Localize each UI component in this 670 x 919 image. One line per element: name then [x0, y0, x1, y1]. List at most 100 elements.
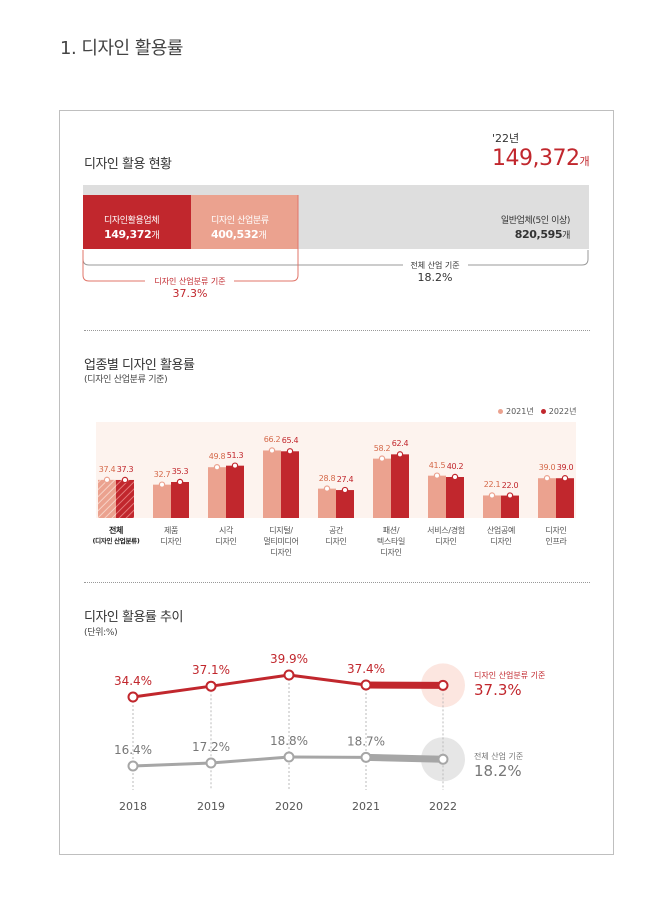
trend-end-gray: 전체 산업 기준 18.2%: [474, 751, 523, 780]
series-point: [127, 691, 139, 703]
bar-2022: [116, 479, 134, 518]
category-label-line: 서비스/경험: [427, 526, 465, 535]
bar-2022: [501, 495, 519, 518]
segment-label: 일반업체(5인 이상): [500, 216, 571, 226]
bar-marker: [451, 473, 459, 481]
bar-marker: [378, 455, 386, 462]
point-label: 39.9%: [270, 652, 308, 666]
point-label: 18.8%: [270, 734, 308, 748]
status-total-value: 149,372: [492, 146, 580, 171]
category-label-line: (디자인 산업분류): [92, 537, 140, 545]
category-label-line: 디자인: [215, 537, 237, 546]
x-tick-label: 2020: [275, 800, 303, 813]
bar-marker: [103, 476, 111, 484]
series-segment: [209, 673, 291, 688]
bracket-red-right: [234, 195, 299, 282]
bar-value-label: 39.0: [538, 463, 556, 473]
segment-design-industry-label: 디자인 산업분류 400,532개: [211, 214, 269, 243]
legend-2021-dot-icon: [498, 409, 503, 414]
category-label-line: 인프라: [545, 537, 567, 546]
series-point: [205, 757, 217, 769]
industry-subtitle: (디자인 산업분류 기준): [84, 375, 168, 385]
x-tick-label: 2019: [197, 800, 225, 813]
segment-label: 디자인활용업체: [104, 216, 160, 226]
point-label: 37.1%: [192, 663, 230, 677]
series-point: [205, 680, 217, 692]
category-label-line: 전체: [108, 526, 124, 535]
bracket-red-value: 37.3%: [172, 287, 208, 300]
bar-marker: [268, 447, 276, 454]
category-label-line: 텍스타일: [376, 537, 406, 546]
point-label: 34.4%: [114, 674, 152, 688]
x-tick-label: 2018: [119, 800, 147, 813]
bar-2021: [153, 484, 171, 518]
bar-marker: [121, 476, 129, 484]
series-point: [360, 751, 372, 763]
bar-value-label: 58.2: [373, 443, 391, 453]
segment-unit: 개: [562, 231, 570, 241]
segment-unit: 개: [258, 231, 267, 241]
bar-2022: [171, 481, 189, 518]
category-label-line: 디자인: [490, 537, 512, 546]
series-point: [283, 669, 295, 681]
bar-2022: [281, 451, 299, 518]
category-label-line: 디자인: [270, 548, 292, 557]
bar-marker: [543, 475, 551, 482]
category-label-line: 디자인: [435, 537, 457, 546]
category-label-line: 디자인: [380, 548, 402, 557]
bar-2021: [428, 475, 446, 518]
series-segment: [362, 753, 447, 763]
segment-design-users-label: 디자인활용업체 149,372개: [104, 214, 160, 243]
x-tick-label: 2022: [429, 800, 457, 813]
bar-2021: [98, 479, 116, 518]
x-tick-label: 2021: [352, 800, 380, 813]
bracket-gray-caption: 전체 산업 기준 18.2%: [385, 260, 485, 284]
bar-2021: [208, 467, 226, 518]
trend-end-red: 디자인 산업분류 기준 37.3%: [474, 670, 545, 699]
segment-label: 디자인 산업분류: [211, 216, 269, 226]
status-title: 디자인 활용 현황: [84, 157, 172, 172]
bracket-gray-right: [468, 250, 589, 266]
bracket-red-left: [82, 250, 145, 282]
divider: [84, 582, 590, 583]
trend-end-gray-value: 18.2%: [474, 762, 522, 780]
industry-title: 업종별 디자인 활용률: [84, 358, 195, 373]
series-point: [283, 751, 295, 763]
bar-marker: [561, 475, 569, 482]
series-segment: [209, 755, 291, 765]
status-total-unit: 개: [579, 155, 590, 168]
bar-marker: [176, 478, 184, 486]
category-label: 시각 디자인: [195, 525, 257, 547]
bracket-gray-label: 전체 산업 기준: [410, 261, 460, 270]
category-label-line: 디지털/: [269, 526, 293, 535]
category-label-line: 패션/: [382, 526, 400, 535]
point-label: 17.2%: [192, 740, 230, 754]
bar-value-label: 49.8: [208, 452, 226, 462]
series-point: [360, 679, 372, 691]
trend-line-chart: 34.4% 37.1% 39.9% 37.4% 16.4% 17.2% 18.8% 18.7%…: [114, 652, 465, 813]
bracket-gray-value: 18.2%: [417, 271, 453, 284]
bar-2021: [483, 495, 501, 518]
bar-value-label: 22.1: [483, 480, 501, 490]
category-label-line: 멀티미디어: [263, 537, 299, 546]
series-point: [437, 679, 449, 691]
bar-2021: [538, 478, 556, 518]
bar-marker: [433, 472, 441, 479]
category-label: 공간 디자인: [305, 525, 367, 547]
bar-value-label: 39.0: [556, 463, 574, 473]
trend-subtitle: (단위:%): [84, 628, 118, 638]
category-label: 산업공예 디자인: [470, 525, 532, 547]
bar-value-label: 37.4: [98, 464, 116, 474]
bar-value-label: 41.5: [428, 460, 446, 470]
bar-value-label: 37.3: [116, 464, 134, 474]
series-point: [127, 760, 139, 772]
bar-2022: [391, 454, 409, 518]
bar-value-label: 40.2: [446, 461, 464, 471]
bar-2022: [446, 476, 464, 518]
bar-marker: [341, 486, 349, 494]
bar-value-label: 51.3: [226, 450, 244, 460]
bar-value-label: 27.4: [336, 475, 354, 485]
bar-marker: [396, 451, 404, 458]
